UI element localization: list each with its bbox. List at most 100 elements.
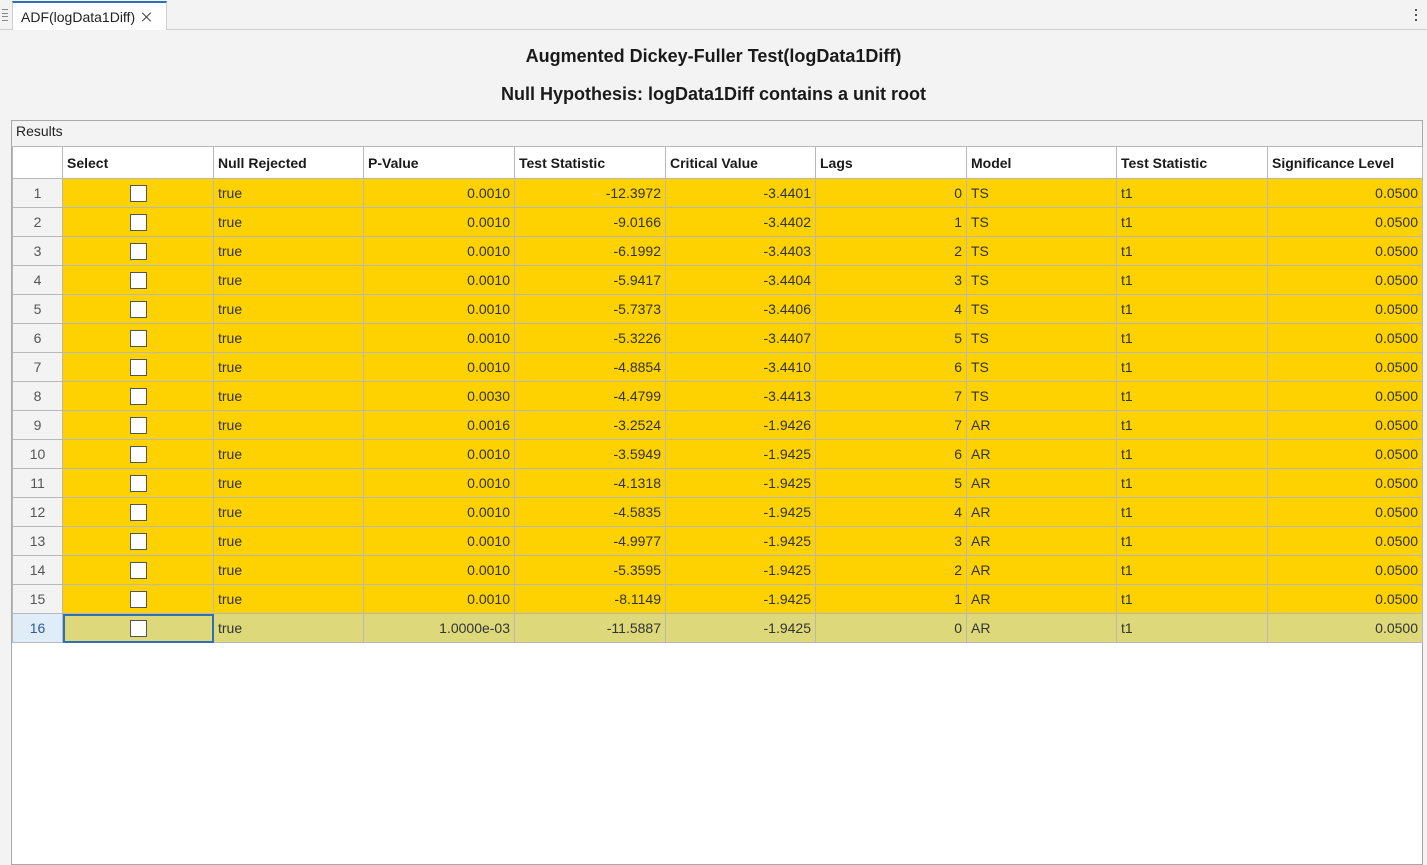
column-header-significance-level[interactable]: Significance Level — [1267, 146, 1423, 179]
select-checkbox[interactable] — [129, 474, 147, 492]
table-row[interactable]: 15 true 0.0010 -8.1149 -1.9425 1 AR t1 0.0500 — [12, 584, 1423, 614]
select-cell[interactable] — [62, 584, 214, 614]
critical-value-cell: -3.4404 — [665, 265, 816, 295]
null-rejected-cell: true — [213, 497, 364, 527]
significance-level-cell: 0.0500 — [1267, 410, 1423, 440]
more-options-icon[interactable] — [1414, 9, 1417, 21]
significance-level-cell: 0.0500 — [1267, 323, 1423, 353]
significance-level-cell: 0.0500 — [1267, 236, 1423, 266]
select-checkbox[interactable] — [129, 387, 147, 405]
test-statistic-cell: -3.5949 — [514, 439, 666, 469]
model-cell: TS — [966, 236, 1117, 266]
select-checkbox[interactable] — [129, 532, 147, 550]
select-cell[interactable] — [62, 352, 214, 382]
table-row[interactable]: 7 true 0.0010 -4.8854 -3.4410 6 TS t1 0.0500 — [12, 352, 1423, 382]
model-cell: TS — [966, 178, 1117, 208]
table-row[interactable]: 4 true 0.0010 -5.9417 -3.4404 3 TS t1 0.0500 — [12, 265, 1423, 295]
null-rejected-cell: true — [213, 265, 364, 295]
row-number: 9 — [12, 410, 63, 440]
column-header-test-statistic[interactable]: Test Statistic — [514, 146, 666, 179]
lags-cell: 6 — [815, 439, 967, 469]
document-tab[interactable]: ADF(logData1Diff) — [12, 1, 167, 30]
row-number: 2 — [12, 207, 63, 237]
test-statistic-cell: -4.8854 — [514, 352, 666, 382]
select-cell[interactable] — [62, 526, 214, 556]
select-checkbox[interactable] — [129, 503, 147, 521]
select-checkbox[interactable] — [129, 561, 147, 579]
table-row[interactable]: 8 true 0.0030 -4.4799 -3.4413 7 TS t1 0.0500 — [12, 381, 1423, 411]
column-header-lags[interactable]: Lags — [815, 146, 967, 179]
select-checkbox[interactable] — [129, 619, 147, 637]
column-header-p-value[interactable]: P-Value — [363, 146, 515, 179]
p-value-cell: 0.0010 — [363, 526, 515, 556]
p-value-cell: 0.0010 — [363, 323, 515, 353]
table-row[interactable]: 14 true 0.0010 -5.3595 -1.9425 2 AR t1 0.0500 — [12, 555, 1423, 585]
critical-value-cell: -1.9425 — [665, 439, 816, 469]
model-cell: TS — [966, 381, 1117, 411]
p-value-cell: 0.0010 — [363, 468, 515, 498]
select-cell[interactable] — [62, 613, 214, 643]
select-checkbox[interactable] — [129, 271, 147, 289]
select-cell[interactable] — [62, 381, 214, 411]
table-row[interactable]: 11 true 0.0010 -4.1318 -1.9425 5 AR t1 0.0500 — [12, 468, 1423, 498]
select-checkbox[interactable] — [129, 329, 147, 347]
column-header-null-rejected[interactable]: Null Rejected — [213, 146, 364, 179]
p-value-cell: 0.0010 — [363, 294, 515, 324]
table-row[interactable]: 2 true 0.0010 -9.0166 -3.4402 1 TS t1 0.0500 — [12, 207, 1423, 237]
table-row[interactable]: 16 true 1.0000e-03 -11.5887 -1.9425 0 AR t1 0.05… — [12, 613, 1423, 643]
table-row[interactable]: 13 true 0.0010 -4.9977 -1.9425 3 AR t1 0.0500 — [12, 526, 1423, 556]
select-cell[interactable] — [62, 178, 214, 208]
critical-value-cell: -3.4413 — [665, 381, 816, 411]
select-checkbox[interactable] — [129, 184, 147, 202]
significance-level-cell: 0.0500 — [1267, 555, 1423, 585]
table-row[interactable]: 1 true 0.0010 -12.3972 -3.4401 0 TS t1 0.0500 — [12, 178, 1423, 208]
test-statistic-cell: -4.5835 — [514, 497, 666, 527]
test-statistic-cell: -5.3226 — [514, 323, 666, 353]
select-cell[interactable] — [62, 410, 214, 440]
null-rejected-cell: true — [213, 439, 364, 469]
lags-cell: 7 — [815, 381, 967, 411]
select-cell[interactable] — [62, 207, 214, 237]
statistic-name-cell: t1 — [1116, 178, 1268, 208]
column-header-critical-value[interactable]: Critical Value — [665, 146, 816, 179]
select-cell[interactable] — [62, 323, 214, 353]
p-value-cell: 0.0010 — [363, 555, 515, 585]
critical-value-cell: -1.9425 — [665, 526, 816, 556]
lags-cell: 7 — [815, 410, 967, 440]
row-number-header — [12, 146, 63, 179]
select-checkbox[interactable] — [129, 213, 147, 231]
select-cell[interactable] — [62, 555, 214, 585]
table-row[interactable]: 3 true 0.0010 -6.1992 -3.4403 2 TS t1 0.0500 — [12, 236, 1423, 266]
select-checkbox[interactable] — [129, 300, 147, 318]
column-header-select[interactable]: Select — [62, 146, 214, 179]
select-cell[interactable] — [62, 236, 214, 266]
select-cell[interactable] — [62, 294, 214, 324]
select-checkbox[interactable] — [129, 445, 147, 463]
select-cell[interactable] — [62, 265, 214, 295]
row-number: 7 — [12, 352, 63, 382]
select-cell[interactable] — [62, 439, 214, 469]
significance-level-cell: 0.0500 — [1267, 352, 1423, 382]
select-cell[interactable] — [62, 468, 214, 498]
significance-level-cell: 0.0500 — [1267, 439, 1423, 469]
table-row[interactable]: 6 true 0.0010 -5.3226 -3.4407 5 TS t1 0.0500 — [12, 323, 1423, 353]
table-row[interactable]: 5 true 0.0010 -5.7373 -3.4406 4 TS t1 0.0500 — [12, 294, 1423, 324]
select-checkbox[interactable] — [129, 590, 147, 608]
critical-value-cell: -3.4402 — [665, 207, 816, 237]
table-row[interactable]: 9 true 0.0016 -3.2524 -1.9426 7 AR t1 0.0500 — [12, 410, 1423, 440]
select-checkbox[interactable] — [129, 242, 147, 260]
table-row[interactable]: 12 true 0.0010 -4.5835 -1.9425 4 AR t1 0.0500 — [12, 497, 1423, 527]
select-checkbox[interactable] — [129, 358, 147, 376]
p-value-cell: 0.0030 — [363, 381, 515, 411]
null-rejected-cell: true — [213, 526, 364, 556]
select-checkbox[interactable] — [129, 416, 147, 434]
table-row[interactable]: 10 true 0.0010 -3.5949 -1.9425 6 AR t1 0.0500 — [12, 439, 1423, 469]
row-number: 5 — [12, 294, 63, 324]
null-rejected-cell: true — [213, 381, 364, 411]
select-cell[interactable] — [62, 497, 214, 527]
column-header-test-statistic-name[interactable]: Test Statistic — [1116, 146, 1268, 179]
drag-grip-icon[interactable] — [2, 9, 8, 21]
lags-cell: 0 — [815, 178, 967, 208]
close-icon[interactable] — [141, 11, 153, 23]
column-header-model[interactable]: Model — [966, 146, 1117, 179]
